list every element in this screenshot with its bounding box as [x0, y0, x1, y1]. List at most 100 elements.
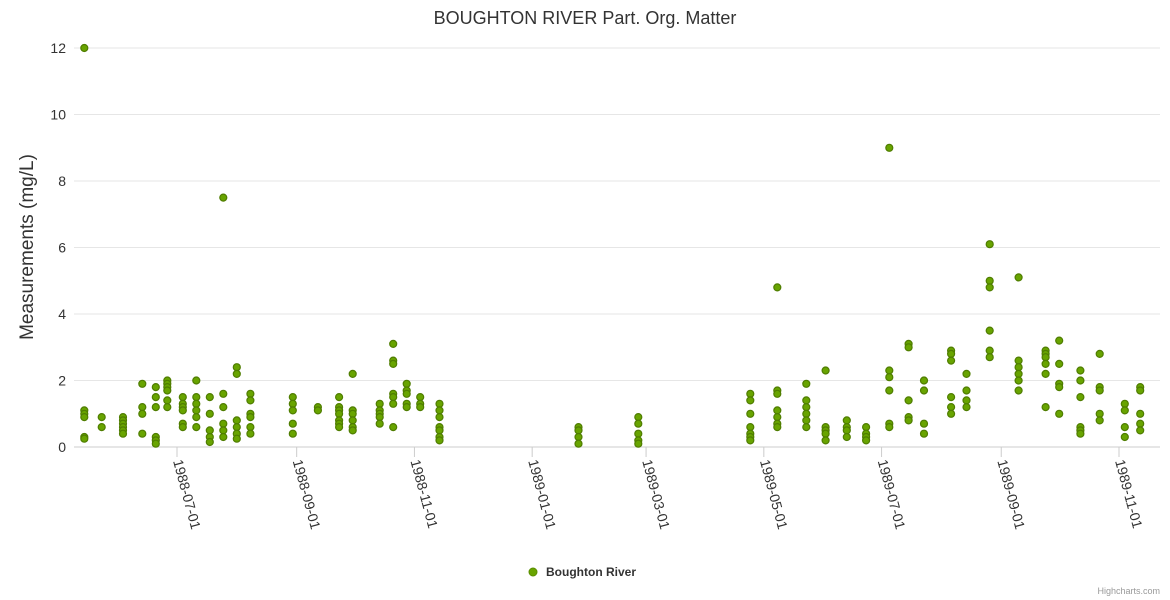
data-point[interactable]	[205, 393, 214, 402]
data-point[interactable]	[192, 413, 201, 422]
data-point[interactable]	[192, 406, 201, 415]
data-point[interactable]	[946, 349, 956, 358]
data-point[interactable]	[118, 429, 128, 438]
data-point[interactable]	[1120, 423, 1129, 432]
data-point[interactable]	[746, 389, 755, 398]
series-boughton-river[interactable]	[80, 43, 1145, 448]
data-point[interactable]	[1095, 386, 1104, 395]
data-point[interactable]	[746, 396, 755, 405]
data-point[interactable]	[138, 379, 147, 388]
data-point[interactable]	[746, 436, 755, 445]
data-point[interactable]	[232, 416, 241, 425]
data-point[interactable]	[821, 436, 830, 445]
data-point[interactable]	[1055, 383, 1064, 392]
data-point[interactable]	[885, 423, 894, 432]
data-point[interactable]	[821, 366, 830, 375]
data-point[interactable]	[232, 363, 241, 372]
data-point[interactable]	[1136, 426, 1145, 435]
data-point[interactable]	[904, 343, 913, 352]
data-point[interactable]	[348, 426, 357, 435]
data-point[interactable]	[435, 426, 444, 435]
data-point[interactable]	[962, 369, 971, 378]
data-point[interactable]	[802, 396, 811, 405]
data-point[interactable]	[335, 423, 344, 432]
data-point[interactable]	[313, 406, 322, 415]
data-point[interactable]	[885, 366, 894, 375]
data-point[interactable]	[435, 413, 444, 422]
data-point[interactable]	[1041, 353, 1050, 362]
data-point[interactable]	[1076, 393, 1085, 402]
data-point[interactable]	[919, 386, 929, 395]
data-point[interactable]	[985, 240, 994, 249]
data-point[interactable]	[946, 356, 956, 365]
data-point[interactable]	[97, 423, 106, 432]
data-point[interactable]	[962, 386, 971, 395]
data-point[interactable]	[232, 369, 241, 378]
data-point[interactable]	[946, 403, 956, 412]
data-point[interactable]	[288, 399, 297, 408]
data-point[interactable]	[246, 413, 255, 422]
data-point[interactable]	[348, 416, 357, 425]
data-point[interactable]	[885, 386, 894, 395]
data-point[interactable]	[574, 432, 583, 442]
data-point[interactable]	[1014, 273, 1023, 282]
data-point[interactable]	[1120, 399, 1129, 408]
data-point[interactable]	[97, 413, 106, 422]
data-point[interactable]	[389, 339, 398, 348]
data-point[interactable]	[985, 276, 994, 285]
data-point[interactable]	[885, 143, 894, 152]
data-point[interactable]	[163, 403, 172, 412]
data-point[interactable]	[435, 406, 444, 415]
legend[interactable]: Boughton River	[528, 565, 636, 579]
data-point[interactable]	[1014, 376, 1023, 385]
data-point[interactable]	[904, 416, 913, 425]
data-point[interactable]	[219, 432, 228, 442]
data-point[interactable]	[919, 419, 929, 428]
data-point[interactable]	[861, 423, 871, 432]
data-point[interactable]	[335, 393, 344, 402]
data-point[interactable]	[985, 346, 994, 355]
data-point[interactable]	[288, 429, 297, 438]
data-point[interactable]	[375, 419, 384, 428]
data-point[interactable]	[1076, 366, 1085, 375]
data-point[interactable]	[904, 396, 913, 405]
data-point[interactable]	[919, 429, 929, 438]
data-point[interactable]	[219, 419, 228, 428]
data-point[interactable]	[138, 409, 147, 418]
data-point[interactable]	[1120, 406, 1129, 415]
data-point[interactable]	[574, 426, 583, 435]
data-point[interactable]	[1136, 419, 1145, 428]
data-point[interactable]	[1076, 429, 1085, 438]
data-point[interactable]	[219, 403, 228, 412]
data-point[interactable]	[192, 393, 201, 402]
data-point[interactable]	[163, 386, 172, 395]
data-point[interactable]	[389, 423, 398, 432]
data-point[interactable]	[1095, 416, 1104, 425]
data-point[interactable]	[962, 396, 971, 405]
data-point[interactable]	[232, 423, 241, 432]
legend-item-boughton-river[interactable]: Boughton River	[546, 565, 636, 579]
data-point[interactable]	[205, 426, 214, 435]
data-point[interactable]	[1041, 359, 1050, 368]
data-point[interactable]	[574, 439, 583, 448]
data-point[interactable]	[861, 436, 871, 445]
data-point[interactable]	[985, 283, 994, 292]
data-point[interactable]	[1095, 409, 1104, 418]
data-point[interactable]	[985, 326, 994, 335]
data-point[interactable]	[1041, 403, 1050, 412]
data-point[interactable]	[842, 416, 851, 425]
data-point[interactable]	[1095, 349, 1104, 358]
data-point[interactable]	[389, 359, 398, 368]
data-point[interactable]	[1136, 386, 1145, 395]
data-point[interactable]	[985, 353, 994, 362]
data-point[interactable]	[416, 403, 425, 412]
data-point[interactable]	[1055, 336, 1064, 345]
data-point[interactable]	[192, 399, 201, 408]
data-point[interactable]	[435, 436, 444, 445]
data-point[interactable]	[246, 429, 255, 438]
data-point[interactable]	[1014, 363, 1023, 372]
data-point[interactable]	[746, 409, 755, 418]
data-point[interactable]	[246, 389, 255, 398]
data-point[interactable]	[151, 403, 160, 412]
data-point[interactable]	[80, 434, 89, 443]
